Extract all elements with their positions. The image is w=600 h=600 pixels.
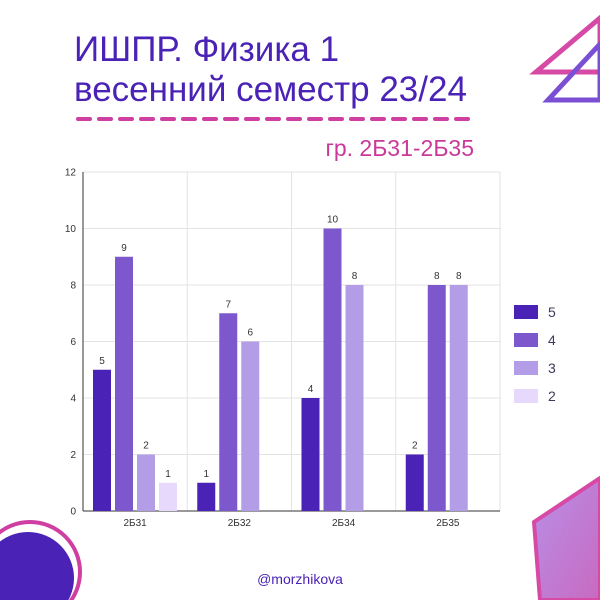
- bar: [345, 285, 364, 511]
- bar: [137, 454, 155, 511]
- data-label: 2: [143, 441, 149, 452]
- legend-label: 2: [548, 388, 556, 404]
- x-tick-label: 2Б32: [228, 518, 252, 529]
- data-label: 1: [203, 469, 209, 480]
- legend-item: 4: [514, 326, 556, 354]
- x-tick-label: 2Б35: [436, 518, 460, 529]
- data-label: 8: [434, 271, 440, 282]
- data-label: 6: [247, 328, 253, 339]
- data-label: 2: [412, 441, 418, 452]
- bar: [93, 369, 111, 511]
- data-label: 1: [165, 469, 171, 480]
- bar: [427, 285, 446, 511]
- group-subtitle: гр. 2Б31-2Б35: [325, 135, 474, 161]
- bar: [449, 285, 468, 511]
- y-tick-label: 4: [70, 394, 76, 405]
- decor-triangle-corner: [531, 475, 600, 600]
- legend-label: 5: [548, 304, 556, 320]
- bar: [405, 454, 424, 511]
- decor-circle-outer: [0, 520, 82, 600]
- legend-item: 3: [514, 354, 556, 382]
- legend-swatch: [514, 389, 538, 403]
- x-tick-label: 2Б34: [332, 518, 356, 529]
- data-label: 10: [327, 215, 339, 226]
- y-tick-label: 12: [65, 168, 77, 179]
- data-label: 4: [308, 384, 314, 395]
- chart-legend: 5 4 3 2: [514, 298, 556, 410]
- dashed-divider: [76, 117, 476, 121]
- legend-label: 4: [548, 332, 556, 348]
- title-line-2: весенний семестр 23/24: [74, 70, 467, 109]
- decor-triangle-pink: [529, 14, 600, 75]
- bar: [301, 398, 320, 511]
- title-line-1: ИШПР. Физика 1: [74, 30, 340, 69]
- legend-label: 3: [548, 360, 556, 376]
- bar: [197, 482, 216, 511]
- bar: [241, 341, 260, 511]
- data-label: 5: [99, 356, 105, 367]
- data-label: 8: [352, 271, 358, 282]
- data-label: 7: [225, 299, 231, 310]
- data-label: 8: [456, 271, 462, 282]
- bar: [159, 482, 177, 511]
- data-label: 9: [121, 243, 127, 254]
- bar: [115, 256, 133, 511]
- page-title: ИШПР. Физика 1 весенний семестр 23/24: [74, 30, 467, 110]
- bar-chart: 0 2 4 6 8 10 12 5 9 2 1 2Б31 1 7 6 2Б32 4 10 8 2Б34 2 8 8 2Б35: [65, 168, 501, 529]
- decor-circle-inner: [0, 532, 74, 600]
- legend-swatch: [514, 305, 538, 319]
- author-handle: @morzhikova: [257, 571, 343, 587]
- legend-item: 5: [514, 298, 556, 326]
- bar: [323, 228, 342, 511]
- bar: [219, 313, 238, 511]
- legend-swatch: [514, 333, 538, 347]
- legend-swatch: [514, 361, 538, 375]
- legend-item: 2: [514, 382, 556, 410]
- y-tick-label: 0: [70, 507, 76, 518]
- y-tick-label: 6: [70, 337, 76, 348]
- y-tick-label: 8: [70, 281, 76, 292]
- y-tick-label: 2: [70, 450, 76, 461]
- decor-triangle-purple: [542, 40, 600, 103]
- y-tick-label: 10: [65, 224, 77, 235]
- x-tick-label: 2Б31: [124, 518, 148, 529]
